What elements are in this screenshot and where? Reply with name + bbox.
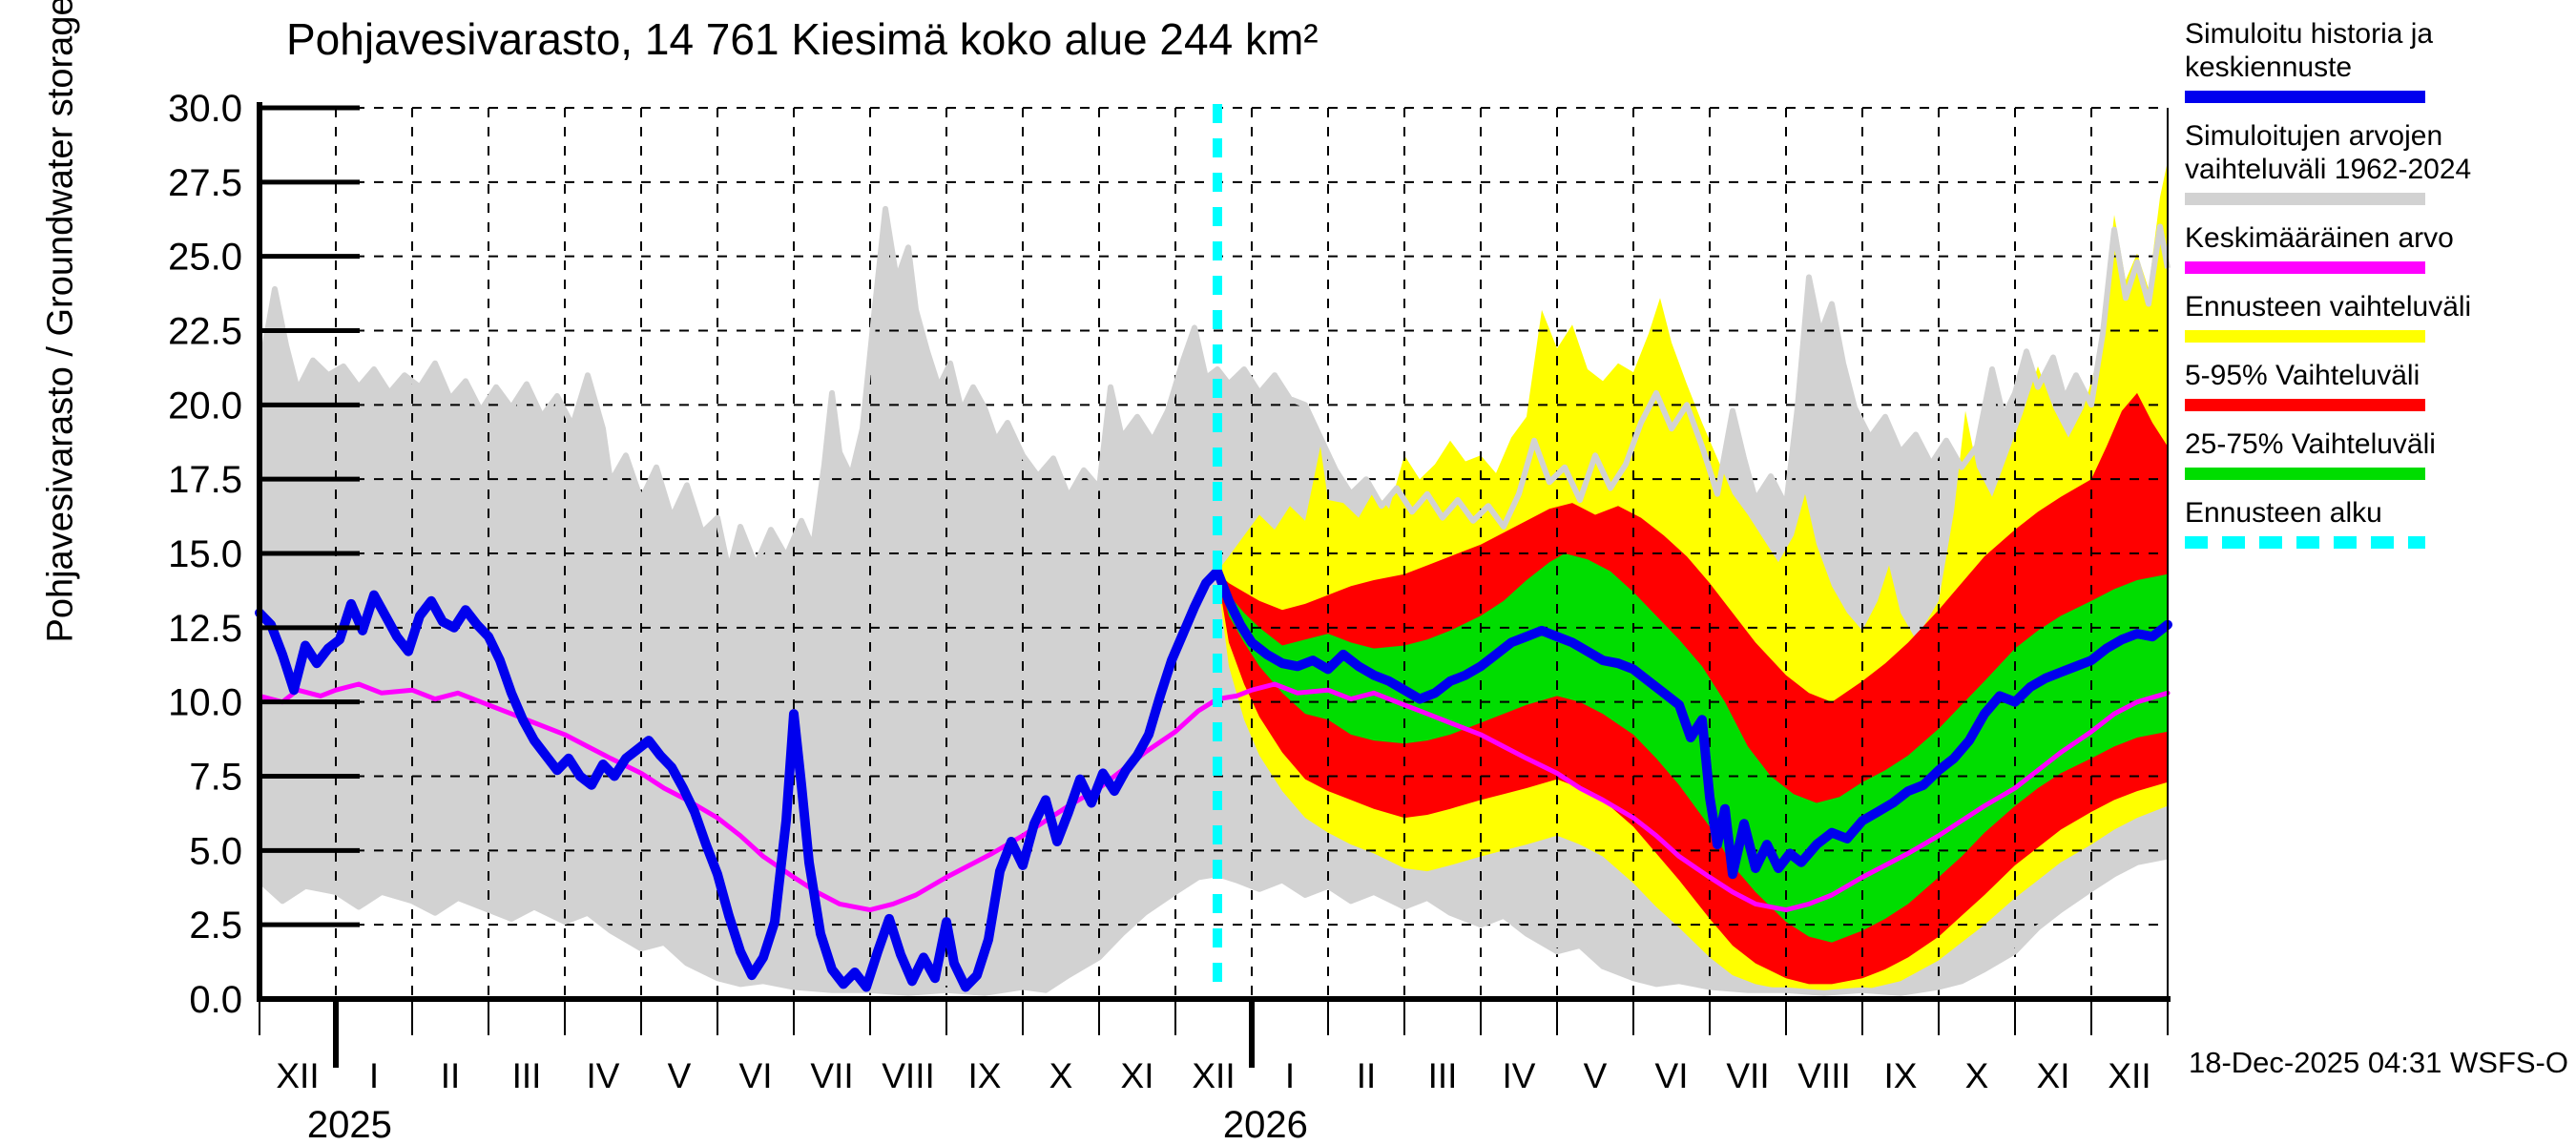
legend-item-3: Ennusteen vaihteluväli (2185, 290, 2570, 343)
month-label: IV (1503, 1056, 1536, 1095)
line-mean-1962-2024 (257, 681, 2171, 913)
legend-item-6: Ennusteen alku (2185, 496, 2570, 549)
month-label: IV (587, 1056, 620, 1095)
line-history-and-central-forecast (255, 566, 2172, 992)
timestamp: 18-Dec-2025 04:31 WSFS-O (2188, 1046, 2568, 1079)
band-sim-range-1962-2024-upper-edge (257, 205, 2171, 574)
month-label: I (1285, 1056, 1295, 1095)
legend-swatch (2185, 261, 2425, 274)
month-label: VII (810, 1056, 853, 1095)
legend-label: Ennusteen vaihteluväli (2185, 291, 2472, 323)
month-label: XI (2037, 1056, 2070, 1095)
legend-item-5: 25-75% Vaihteluväli (2185, 427, 2570, 480)
month-label: XII (276, 1056, 319, 1095)
month-label: III (1428, 1056, 1458, 1095)
month-label: VI (739, 1056, 773, 1095)
month-label: XII (2108, 1056, 2150, 1095)
month-label: I (369, 1056, 379, 1095)
legend-label: 5-95% Vaihteluväli (2185, 360, 2420, 391)
month-label: VI (1655, 1056, 1689, 1095)
y-axis-label: Pohjavesivarasto / Groundwater storage m… (40, 0, 81, 643)
legend-item-2: Keskimääräinen arvo (2185, 221, 2570, 274)
month-label: XII (1192, 1056, 1235, 1095)
month-label: III (512, 1056, 542, 1095)
y-tick-label: 20.0 (168, 385, 242, 427)
y-tick-label: 27.5 (168, 162, 242, 204)
month-label: IX (1884, 1056, 1918, 1095)
legend-swatch (2185, 193, 2425, 205)
legend-swatch (2185, 468, 2425, 480)
month-label: X (1049, 1056, 1073, 1095)
band-range-25-75 (1217, 553, 2168, 943)
year-label: 2026 (1223, 1104, 1308, 1145)
legend: Simuloitu historia ja keskiennuste Simulo… (2185, 17, 2570, 565)
y-tick-label: 12.5 (168, 608, 242, 650)
month-label: XI (1121, 1056, 1154, 1095)
y-tick-label: 30.0 (168, 88, 242, 130)
y-tick-label: 7.5 (189, 757, 242, 799)
month-label: VIII (1797, 1056, 1851, 1095)
y-tick-label: 22.5 (168, 311, 242, 353)
month-label: X (1965, 1056, 1989, 1095)
month-label: II (1357, 1056, 1377, 1095)
legend-item-4: 5-95% Vaihteluväli (2185, 359, 2570, 411)
legend-label: Ennusteen alku (2185, 497, 2382, 529)
year-label: 2025 (307, 1104, 392, 1145)
legend-swatch (2185, 91, 2425, 103)
month-label: V (1584, 1056, 1608, 1095)
y-tick-label: 10.0 (168, 682, 242, 724)
y-tick-label: 5.0 (189, 830, 242, 872)
y-tick-label: 25.0 (168, 237, 242, 279)
month-label: VIII (882, 1056, 935, 1095)
legend-swatch (2185, 399, 2425, 411)
y-tick-label: 15.0 (168, 533, 242, 575)
month-label: VII (1726, 1056, 1769, 1095)
y-tick-label: 2.5 (189, 905, 242, 947)
legend-label: 25-75% Vaihteluväli (2185, 428, 2436, 460)
y-tick-label: 0.0 (189, 979, 242, 1021)
legend-item-1: Simuloitujen arvojen vaihteluväli 1962-2… (2185, 119, 2570, 205)
month-label: IX (968, 1056, 1002, 1095)
chart-title: Pohjavesivarasto, 14 761 Kiesimä koko al… (286, 14, 1319, 64)
legend-label: Simuloitu historia ja keskiennuste (2185, 18, 2434, 83)
y-tick-label: 17.5 (168, 459, 242, 501)
legend-swatch (2185, 330, 2425, 343)
month-label: II (441, 1056, 461, 1095)
legend-swatch (2185, 536, 2425, 549)
legend-label: Simuloitujen arvojen vaihteluväli 1962-2… (2185, 120, 2472, 185)
legend-item-0: Simuloitu historia ja keskiennuste (2185, 17, 2570, 103)
month-label: V (668, 1056, 692, 1095)
legend-label: Keskimääräinen arvo (2185, 222, 2454, 254)
